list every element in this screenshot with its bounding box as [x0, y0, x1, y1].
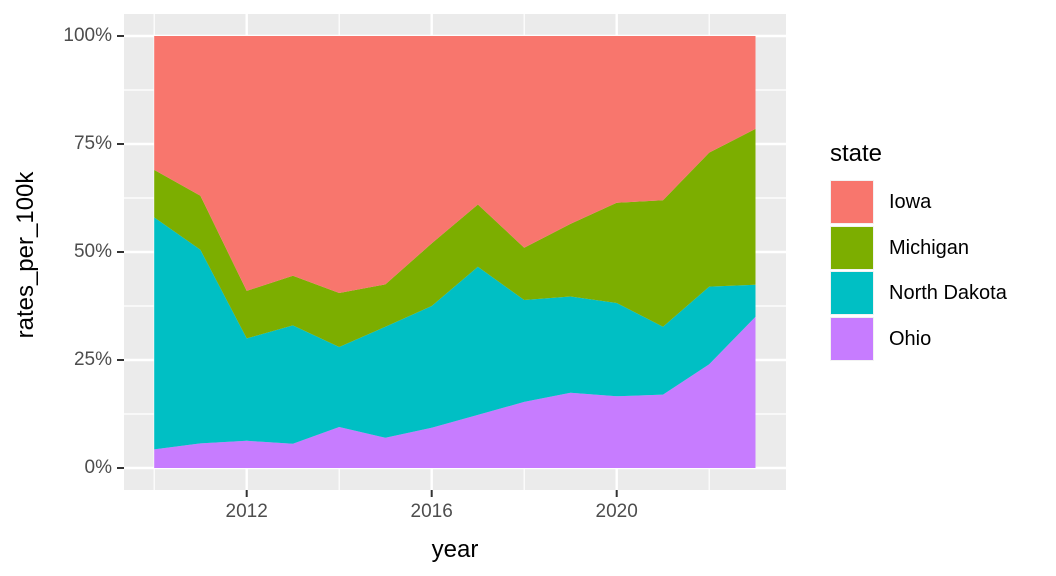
- area-band-iowa: [154, 36, 756, 293]
- y-tick-label: 100%: [63, 25, 112, 46]
- area-band-michigan: [154, 128, 756, 347]
- x-tick-label: 2016: [410, 501, 453, 522]
- legend-label: Ohio: [889, 327, 932, 350]
- x-axis-title: year: [431, 536, 479, 563]
- legend-key-fill: [831, 272, 873, 314]
- y-tick-label: 75%: [73, 133, 112, 154]
- legend-entry-iowa: Iowa: [830, 180, 1050, 224]
- legend-entries: Iowa Michigan North Dakota Ohio: [830, 180, 1050, 361]
- x-tick-label: 2020: [595, 501, 638, 522]
- legend-key-fill: [831, 317, 873, 360]
- legend-title: state: [830, 140, 883, 167]
- legend-label: Iowa: [889, 191, 932, 213]
- legend-key-swatch: [830, 271, 874, 315]
- legend: state Iowa Michigan North Dakota Ohio: [830, 140, 1050, 362]
- x-tick-label: 2012: [225, 501, 268, 522]
- legend-key-swatch: [830, 225, 874, 270]
- legend-entry-north-dakota: North Dakota: [830, 271, 1050, 315]
- legend-entry-michigan: Michigan: [830, 225, 1050, 270]
- y-tick-label: 25%: [73, 349, 112, 370]
- area-band-ohio: [154, 316, 756, 468]
- legend-label: Michigan: [889, 236, 970, 259]
- legend-key-swatch: [830, 316, 874, 361]
- legend-key-fill: [831, 181, 873, 223]
- y-tick-label: 50%: [73, 241, 112, 262]
- legend-key-fill: [831, 226, 873, 269]
- y-tick-label: 0%: [84, 457, 112, 478]
- legend-entry-ohio: Ohio: [830, 316, 1050, 361]
- legend-key-swatch: [830, 180, 874, 224]
- area-band-north-dakota: [154, 217, 756, 450]
- legend-label: North Dakota: [889, 282, 1007, 304]
